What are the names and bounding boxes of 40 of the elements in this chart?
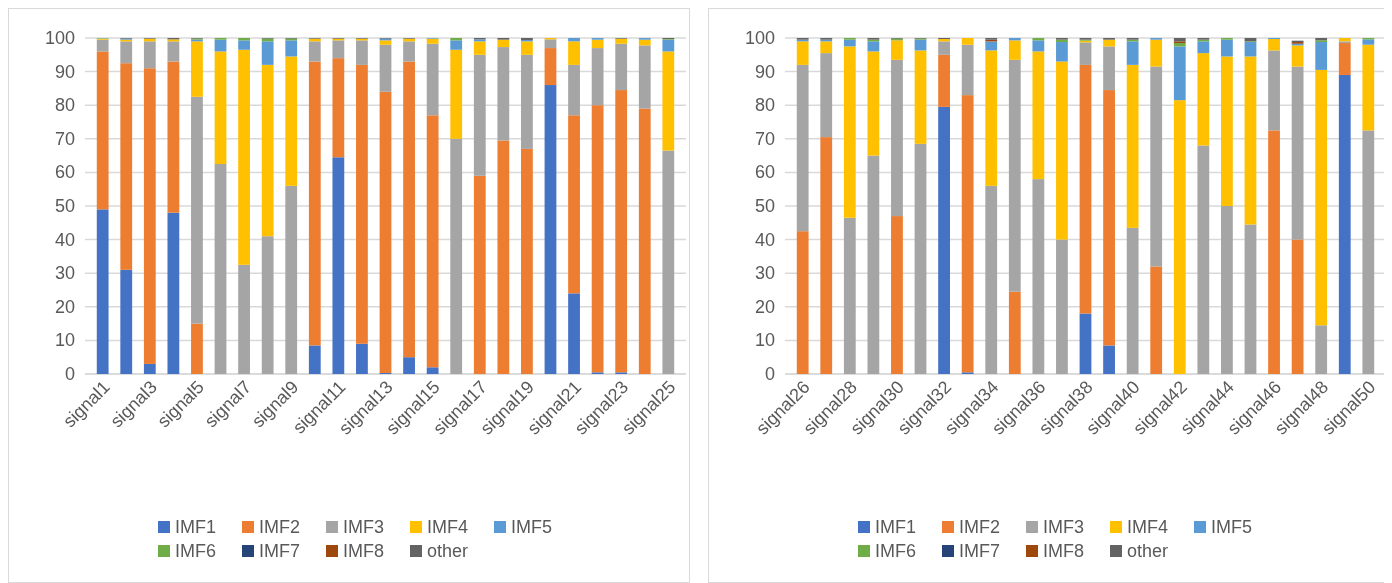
legend-label: IMF4 bbox=[1127, 517, 1169, 537]
legend-label: IMF7 bbox=[959, 541, 1001, 561]
y-tick-label: 90 bbox=[54, 61, 75, 82]
legend-label: IMF8 bbox=[343, 541, 385, 561]
y-tick-label: 50 bbox=[754, 196, 775, 216]
y-tick-label: 100 bbox=[44, 28, 75, 48]
legend-label: IMF8 bbox=[1043, 541, 1085, 561]
y-tick-label: 0 bbox=[64, 364, 75, 384]
legend-label: IMF1 bbox=[175, 517, 217, 537]
legend-label: IMF3 bbox=[1043, 517, 1085, 537]
legend-label: IMF2 bbox=[259, 517, 301, 537]
legend-label: IMF3 bbox=[343, 517, 385, 537]
y-tick-label: 50 bbox=[54, 196, 75, 216]
y-tick-label: 90 bbox=[754, 61, 775, 82]
y-tick-label: 80 bbox=[754, 95, 775, 116]
y-tick-label: 30 bbox=[754, 263, 775, 284]
legend-label: IMF6 bbox=[875, 541, 917, 561]
legend-label: IMF2 bbox=[959, 517, 1001, 537]
legend-label: IMF6 bbox=[175, 541, 217, 561]
y-tick-label: 40 bbox=[54, 229, 75, 250]
legend-label: other bbox=[427, 541, 469, 561]
y-tick-label: 100 bbox=[744, 28, 775, 48]
legend-label: IMF5 bbox=[511, 517, 553, 537]
y-tick-label: 20 bbox=[754, 296, 775, 317]
legend-label: IMF7 bbox=[259, 541, 301, 561]
y-tick-label: 70 bbox=[754, 128, 775, 149]
legend-label: other bbox=[1127, 541, 1169, 561]
y-tick-label: 30 bbox=[54, 263, 75, 284]
y-tick-label: 70 bbox=[54, 128, 75, 149]
legend-label: IMF1 bbox=[875, 517, 917, 537]
y-tick-label: 60 bbox=[754, 162, 775, 183]
legend-label: IMF4 bbox=[427, 517, 469, 537]
y-tick-label: 10 bbox=[54, 330, 75, 351]
y-tick-label: 10 bbox=[754, 330, 775, 351]
y-tick-label: 0 bbox=[764, 364, 775, 384]
y-tick-label: 60 bbox=[54, 162, 75, 183]
y-tick-label: 80 bbox=[54, 95, 75, 116]
y-tick-label: 20 bbox=[54, 296, 75, 317]
legend-label: IMF5 bbox=[1211, 517, 1253, 537]
y-tick-label: 40 bbox=[754, 229, 775, 250]
